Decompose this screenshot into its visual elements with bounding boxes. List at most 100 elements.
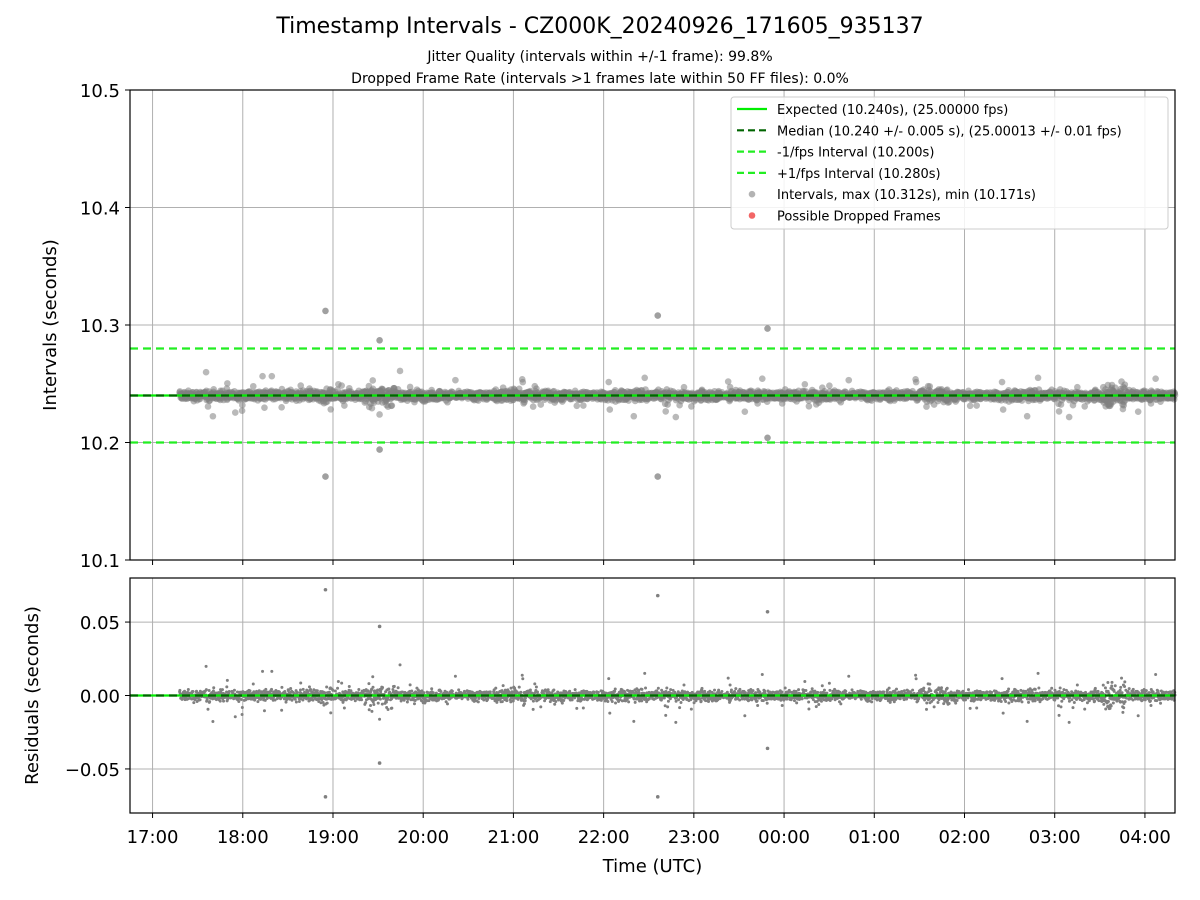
interval-point bbox=[261, 404, 268, 412]
interval-point bbox=[641, 374, 649, 382]
interval-point bbox=[369, 377, 377, 384]
interval-point bbox=[1065, 413, 1073, 421]
interval-point bbox=[580, 402, 587, 409]
residual-point bbox=[204, 688, 208, 692]
y-axis-label: Intervals (seconds) bbox=[40, 239, 61, 411]
residual-point bbox=[457, 688, 461, 692]
interval-point bbox=[1121, 381, 1129, 388]
residual-point bbox=[294, 700, 298, 704]
interval-point bbox=[606, 406, 614, 413]
residual-point bbox=[369, 704, 373, 708]
interval-point bbox=[202, 368, 210, 376]
interval-point bbox=[452, 376, 459, 384]
residual-point bbox=[476, 700, 480, 704]
interval-point bbox=[688, 403, 695, 410]
residual-point bbox=[367, 708, 371, 712]
interval-point bbox=[249, 382, 257, 390]
interval-point bbox=[231, 409, 239, 416]
residual-point bbox=[240, 713, 244, 717]
residual-point bbox=[349, 689, 353, 693]
residual-point bbox=[405, 700, 409, 704]
residual-point bbox=[329, 711, 333, 715]
residual-point bbox=[500, 700, 504, 704]
residual-point bbox=[198, 698, 202, 702]
residual-point bbox=[357, 688, 361, 692]
residual-point bbox=[220, 688, 224, 692]
residual-point bbox=[301, 687, 305, 691]
residual-point bbox=[325, 685, 329, 689]
residual-point bbox=[178, 688, 182, 692]
residual-point bbox=[218, 699, 222, 703]
interval-point bbox=[519, 378, 527, 386]
interval-point bbox=[204, 403, 212, 410]
residual-point bbox=[298, 688, 302, 692]
legend-label: Possible Dropped Frames bbox=[777, 210, 941, 225]
residual-point bbox=[519, 690, 523, 694]
residual-point bbox=[212, 686, 216, 690]
residual-point bbox=[384, 700, 388, 704]
residual-point bbox=[494, 686, 498, 690]
residual-point bbox=[453, 674, 457, 678]
residuals-panel: 17:00 18:00 19:00 20:00 21:00 22:00 23:00 00:00… bbox=[22, 577, 1177, 877]
interval-point bbox=[368, 404, 376, 412]
residual-point bbox=[264, 687, 268, 691]
residual-point bbox=[336, 686, 340, 690]
residual-point bbox=[237, 699, 241, 703]
interval-point bbox=[1134, 408, 1142, 415]
interval-outlier-point bbox=[376, 336, 383, 344]
residual-point bbox=[366, 689, 370, 693]
residual-point bbox=[380, 702, 384, 706]
residual-point bbox=[290, 698, 294, 702]
residual-point bbox=[439, 690, 443, 694]
interval-point bbox=[630, 412, 638, 420]
residual-point bbox=[408, 683, 412, 687]
legend-marker-swatch bbox=[748, 212, 756, 219]
residual-point bbox=[521, 677, 525, 681]
interval-point bbox=[662, 408, 670, 415]
interval-point bbox=[805, 402, 813, 410]
interval-outlier-point bbox=[654, 473, 662, 480]
residual-point bbox=[321, 701, 325, 705]
residual-point bbox=[325, 701, 329, 705]
y-tick-label: 10.3 bbox=[80, 316, 120, 337]
interval-point bbox=[754, 400, 761, 407]
residual-point bbox=[372, 702, 376, 706]
interval-point bbox=[1152, 375, 1159, 382]
interval-point bbox=[973, 402, 980, 409]
residual-point bbox=[376, 701, 380, 705]
legend-marker-swatch bbox=[748, 190, 756, 198]
residual-point bbox=[386, 707, 390, 711]
residual-point bbox=[280, 685, 284, 689]
residual-point bbox=[270, 669, 274, 673]
residual-point bbox=[191, 690, 195, 694]
residual-point bbox=[390, 706, 394, 710]
residual-point bbox=[387, 687, 391, 691]
residual-point bbox=[180, 697, 184, 701]
interval-point bbox=[999, 406, 1007, 413]
interval-point bbox=[388, 402, 396, 409]
interval-point bbox=[926, 383, 934, 390]
residual-point bbox=[222, 699, 226, 703]
residual-point bbox=[233, 715, 237, 719]
residual-point bbox=[239, 698, 243, 702]
interval-point bbox=[680, 383, 688, 391]
chart-title: Timestamp Intervals - CZ000K_20240926_17… bbox=[276, 14, 924, 39]
residual-point bbox=[307, 685, 311, 689]
interval-point bbox=[224, 380, 231, 387]
residual-point bbox=[208, 700, 212, 704]
jitter-quality-subtitle: Jitter Quality (intervals within +/-1 fr… bbox=[427, 49, 773, 65]
interval-point bbox=[327, 406, 335, 413]
interval-outlier-point bbox=[764, 325, 771, 332]
interval-point bbox=[396, 367, 404, 375]
y-tick-label: 10.1 bbox=[80, 551, 120, 572]
interval-point bbox=[529, 403, 537, 410]
residual-point bbox=[289, 686, 293, 690]
residual-point bbox=[378, 697, 382, 701]
residual-point bbox=[378, 717, 382, 721]
residual-point bbox=[323, 691, 327, 695]
interval-outlier-point bbox=[322, 473, 329, 480]
interval-point bbox=[537, 401, 545, 408]
interval-point bbox=[724, 378, 732, 385]
residual-point bbox=[206, 707, 210, 711]
